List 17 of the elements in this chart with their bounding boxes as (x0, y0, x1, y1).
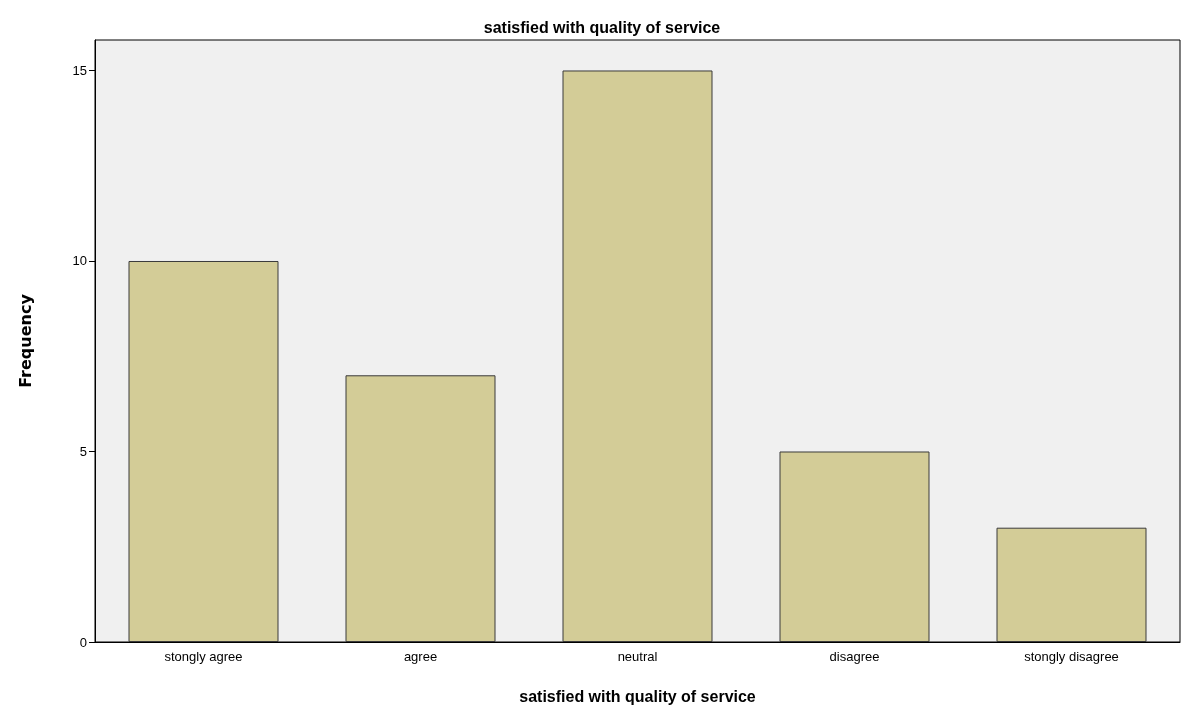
y-axis-title: Frequency (15, 293, 35, 388)
x-tick-label: stongly agree (164, 649, 243, 664)
x-axis-title: satisfied with quality of service (519, 687, 756, 705)
chart-title: satisfied with quality of service (483, 18, 721, 36)
bar (996, 527, 1147, 642)
bar (562, 70, 713, 642)
bar (128, 260, 279, 642)
y-tick-label: 10 (72, 253, 87, 269)
y-tick-label: 5 (79, 443, 87, 459)
x-tick-label: agree (403, 649, 438, 664)
bar (345, 375, 496, 642)
y-tick-label: 0 (79, 634, 87, 650)
x-tick-label: stongly disagree (1024, 649, 1119, 664)
bar (779, 451, 930, 642)
y-tick-label: 15 (72, 62, 87, 78)
x-tick-label: neutral (617, 649, 658, 664)
x-tick-label: disagree (829, 649, 880, 664)
